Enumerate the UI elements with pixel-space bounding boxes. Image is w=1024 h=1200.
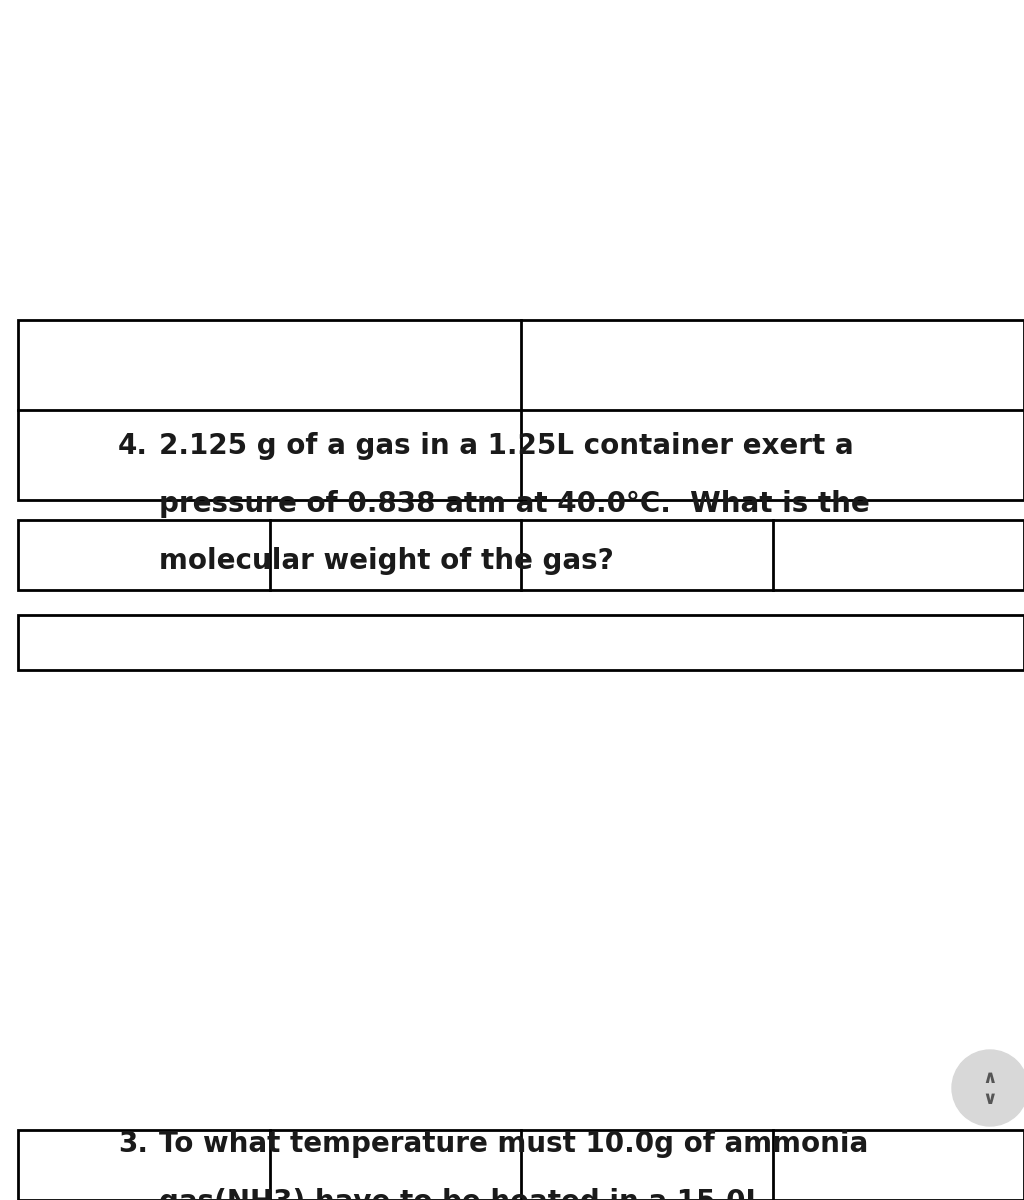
Circle shape xyxy=(952,1050,1024,1126)
Text: 2.125 g of a gas in a 1.25L container exert a: 2.125 g of a gas in a 1.25L container ex… xyxy=(159,432,853,460)
Bar xyxy=(18,614,1024,670)
Text: molecular weight of the gas?: molecular weight of the gas? xyxy=(159,547,613,575)
Text: pressure of 0.838 atm at 40.0°C.  What is the: pressure of 0.838 atm at 40.0°C. What is… xyxy=(159,490,869,517)
Text: 3.: 3. xyxy=(118,1130,147,1158)
Text: 4.: 4. xyxy=(118,432,147,460)
Text: To what temperature must 10.0g of ammonia: To what temperature must 10.0g of ammoni… xyxy=(159,1130,868,1158)
Bar xyxy=(18,1130,1024,1200)
Text: ∧: ∧ xyxy=(983,1069,997,1087)
Bar xyxy=(18,520,1024,590)
Bar xyxy=(18,320,1024,500)
Text: gas(NH3) have to be heated in a 15.0L: gas(NH3) have to be heated in a 15.0L xyxy=(159,1188,763,1200)
Text: ∨: ∨ xyxy=(983,1090,997,1108)
